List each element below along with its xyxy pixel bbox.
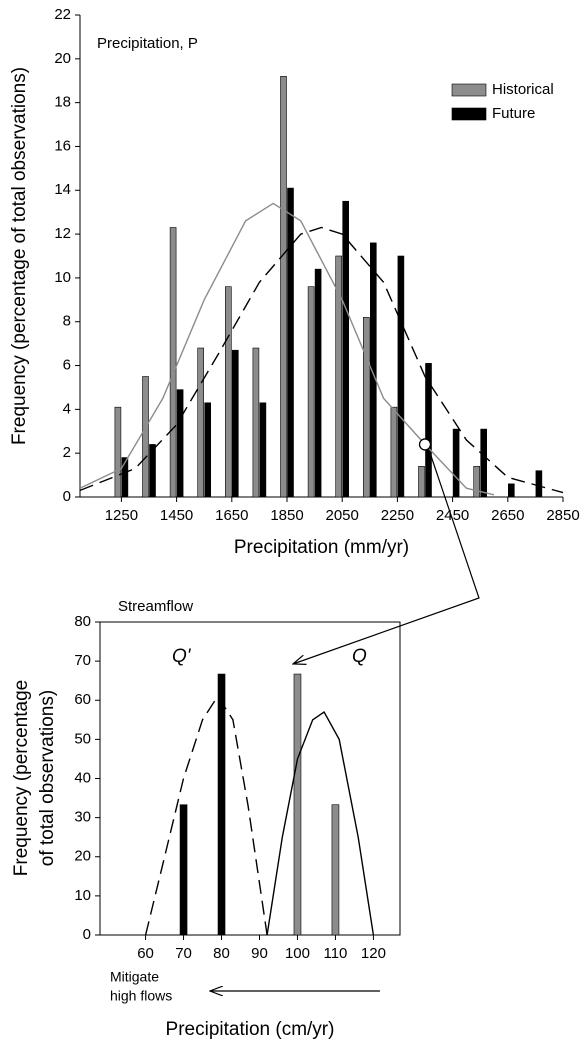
y-tick-label: 0 <box>63 488 71 505</box>
bar <box>252 347 260 498</box>
y-tick-label: 30 <box>74 809 91 826</box>
bar <box>225 286 232 498</box>
bar <box>331 804 340 936</box>
bar <box>280 76 287 498</box>
y-tick-label: 80 <box>74 613 91 630</box>
x-tick-label: 80 <box>213 945 230 962</box>
fit-curve <box>266 710 375 936</box>
bar <box>287 187 294 498</box>
bar <box>418 466 425 498</box>
note: Mitigate <box>110 969 159 985</box>
y-tick-label: 12 <box>54 225 71 242</box>
y-tick-label: 16 <box>54 137 71 154</box>
y-tick-label: 2 <box>63 444 71 461</box>
bar <box>197 347 204 498</box>
fit-curve <box>144 695 268 936</box>
x-tick-label: 1850 <box>270 507 303 524</box>
bar <box>397 255 405 498</box>
x-tick-label: 110 <box>323 945 347 962</box>
y-tick-label: 70 <box>74 652 91 669</box>
bar <box>507 483 515 498</box>
bar <box>480 428 488 498</box>
x-tick-label: 100 <box>285 945 310 962</box>
bar <box>342 200 350 498</box>
highlight-point <box>418 438 432 451</box>
x-tick-label: 2850 <box>546 507 579 524</box>
bar <box>114 406 122 498</box>
annotation: Streamflow <box>118 598 193 615</box>
bar <box>390 406 398 498</box>
bar <box>142 376 149 498</box>
y-tick-label: 4 <box>63 400 71 417</box>
bar <box>179 804 188 936</box>
annotation: Precipitation, P <box>97 35 198 52</box>
y-tick-label: 18 <box>54 94 71 111</box>
bar <box>335 255 343 498</box>
y-tick-label: 10 <box>54 269 71 286</box>
y-tick-label: 20 <box>74 848 91 865</box>
bar <box>362 317 370 498</box>
link-arrow <box>293 443 480 664</box>
curve-label: Q' <box>172 646 192 667</box>
bar <box>204 402 211 498</box>
x-tick-label: 90 <box>251 945 268 962</box>
x-tick-label: 120 <box>361 945 386 962</box>
bar <box>259 402 267 498</box>
plot-frame <box>99 621 401 936</box>
bar <box>369 242 377 498</box>
x-tick-label: 2250 <box>381 507 414 524</box>
bar <box>473 466 481 498</box>
fit-curve <box>79 226 564 494</box>
x-tick-label: 2450 <box>436 507 469 524</box>
x-tick-label: 1250 <box>105 507 138 524</box>
y-tick-label: 22 <box>54 6 71 23</box>
x-axis-label: Precipitation (cm/yr) <box>166 1019 335 1040</box>
y-tick-label: 6 <box>63 357 71 374</box>
x-tick-label: 70 <box>175 945 192 962</box>
y-tick-label: 0 <box>83 926 91 943</box>
x-tick-label: 1450 <box>160 507 193 524</box>
bar <box>169 227 177 498</box>
fit-curve <box>79 202 495 496</box>
y-axis-label: of total observations) <box>37 690 58 866</box>
legend-swatch <box>451 83 487 97</box>
y-tick-label: 10 <box>74 887 91 904</box>
bar <box>149 444 156 498</box>
y-tick-label: 60 <box>74 691 91 708</box>
bar <box>425 363 432 498</box>
x-axis-label: Precipitation (mm/yr) <box>234 537 409 558</box>
y-tick-label: 50 <box>74 730 91 747</box>
y-tick-label: 14 <box>54 181 71 198</box>
note: high flows <box>110 988 172 1004</box>
bar <box>176 389 184 498</box>
bar <box>314 268 322 498</box>
bar <box>293 673 302 936</box>
y-axis-label: Frequency (percentage of total observati… <box>9 67 30 445</box>
bar <box>535 470 543 498</box>
bar <box>452 428 460 498</box>
legend-label: Historical <box>492 81 554 98</box>
x-tick-label: 2050 <box>326 507 359 524</box>
legend-label: Future <box>492 105 535 122</box>
bar <box>121 457 129 498</box>
x-tick-label: 60 <box>137 945 154 962</box>
y-tick-label: 20 <box>54 50 71 67</box>
x-tick-label: 1650 <box>215 507 248 524</box>
bar <box>232 349 239 498</box>
y-tick-label: 8 <box>63 313 71 330</box>
x-tick-label: 2650 <box>491 507 524 524</box>
y-axis-label: Frequency (percentage <box>11 680 32 876</box>
bar <box>217 673 226 936</box>
bar <box>307 286 315 498</box>
legend-swatch <box>451 107 487 121</box>
y-tick-label: 40 <box>74 769 91 786</box>
curve-label: Q <box>352 646 367 667</box>
